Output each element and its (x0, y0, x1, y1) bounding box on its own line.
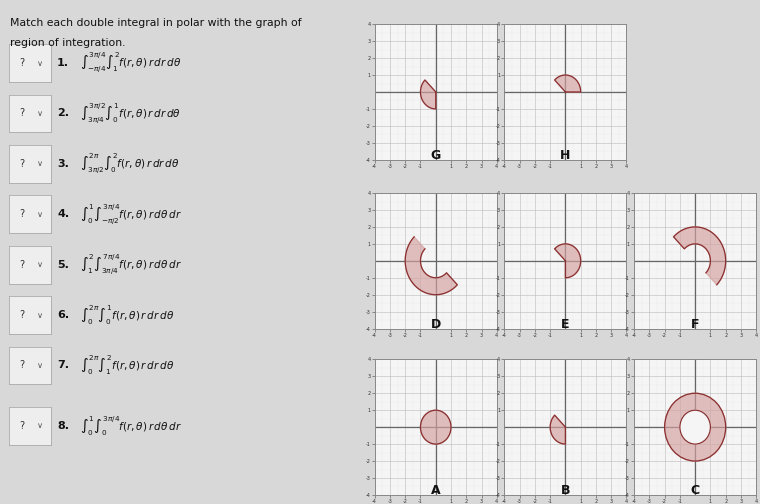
Text: $\int_0^{2\pi}\int_1^2 f(r,\theta)\,r\,dr\,d\theta$: $\int_0^{2\pi}\int_1^2 f(r,\theta)\,r\,d… (80, 354, 174, 377)
Text: $\int_0^{2\pi}\int_0^1 f(r,\theta)\,r\,dr\,d\theta$: $\int_0^{2\pi}\int_0^1 f(r,\theta)\,r\,d… (80, 303, 174, 327)
Text: B: B (561, 484, 570, 497)
Text: ?: ? (19, 260, 24, 270)
Polygon shape (555, 244, 581, 278)
Text: ∨: ∨ (37, 58, 43, 68)
Text: E: E (561, 318, 570, 331)
Text: ?: ? (19, 310, 24, 320)
Text: Match each double integral in polar with the graph of: Match each double integral in polar with… (10, 18, 302, 28)
Text: ∨: ∨ (37, 421, 43, 430)
Circle shape (664, 393, 726, 461)
Text: 4.: 4. (57, 209, 69, 219)
Text: 1.: 1. (57, 58, 69, 68)
Text: 5.: 5. (57, 260, 69, 270)
Text: $\int_{-\pi/4}^{3\pi/4}\int_1^2 f(r,\theta)\,r\,dr\,d\theta$: $\int_{-\pi/4}^{3\pi/4}\int_1^2 f(r,\the… (80, 50, 181, 76)
Text: ∨: ∨ (37, 159, 43, 168)
Text: ?: ? (19, 108, 24, 118)
Text: F: F (691, 318, 699, 331)
Circle shape (420, 410, 451, 444)
Text: ∨: ∨ (37, 210, 43, 219)
Text: $\int_0^1\int_0^{3\pi/4} f(r,\theta)\,r\,d\theta\,dr$: $\int_0^1\int_0^{3\pi/4} f(r,\theta)\,r\… (80, 414, 182, 437)
Polygon shape (555, 75, 581, 92)
Text: ?: ? (19, 421, 24, 431)
Text: 2.: 2. (57, 108, 69, 118)
Text: 3.: 3. (57, 159, 69, 169)
Text: $\int_0^1\int_{-\pi/2}^{3\pi/4} f(r,\theta)\,r\,d\theta\,dr$: $\int_0^1\int_{-\pi/2}^{3\pi/4} f(r,\the… (80, 202, 182, 227)
Text: region of integration.: region of integration. (10, 38, 125, 48)
Text: ∨: ∨ (37, 109, 43, 118)
Text: G: G (431, 149, 441, 162)
Text: 6.: 6. (57, 310, 69, 320)
Text: ?: ? (19, 209, 24, 219)
Text: 8.: 8. (57, 421, 69, 431)
Text: H: H (560, 149, 571, 162)
Polygon shape (550, 415, 565, 444)
Polygon shape (673, 227, 726, 285)
Text: $\int_{3\pi/4}^{3\pi/2}\int_0^1 f(r,\theta)\,r\,dr\,d\theta$: $\int_{3\pi/4}^{3\pi/2}\int_0^1 f(r,\the… (80, 101, 181, 126)
Text: ?: ? (19, 58, 24, 68)
Text: 7.: 7. (57, 360, 69, 370)
Text: ∨: ∨ (37, 310, 43, 320)
Text: D: D (431, 318, 441, 331)
Circle shape (680, 410, 711, 444)
Text: ∨: ∨ (37, 361, 43, 370)
Polygon shape (420, 80, 435, 109)
Text: C: C (691, 484, 700, 497)
Text: ?: ? (19, 159, 24, 169)
Text: ?: ? (19, 360, 24, 370)
Text: $\int_{3\pi/2}^{2\pi}\int_0^2 f(r,\theta)\,r\,dr\,d\theta$: $\int_{3\pi/2}^{2\pi}\int_0^2 f(r,\theta… (80, 151, 179, 176)
Polygon shape (405, 237, 458, 295)
Text: A: A (431, 484, 441, 497)
Text: $\int_1^2\int_{3\pi/4}^{7\pi/4} f(r,\theta)\,r\,d\theta\,dr$: $\int_1^2\int_{3\pi/4}^{7\pi/4} f(r,\the… (80, 252, 182, 277)
Text: ∨: ∨ (37, 260, 43, 269)
